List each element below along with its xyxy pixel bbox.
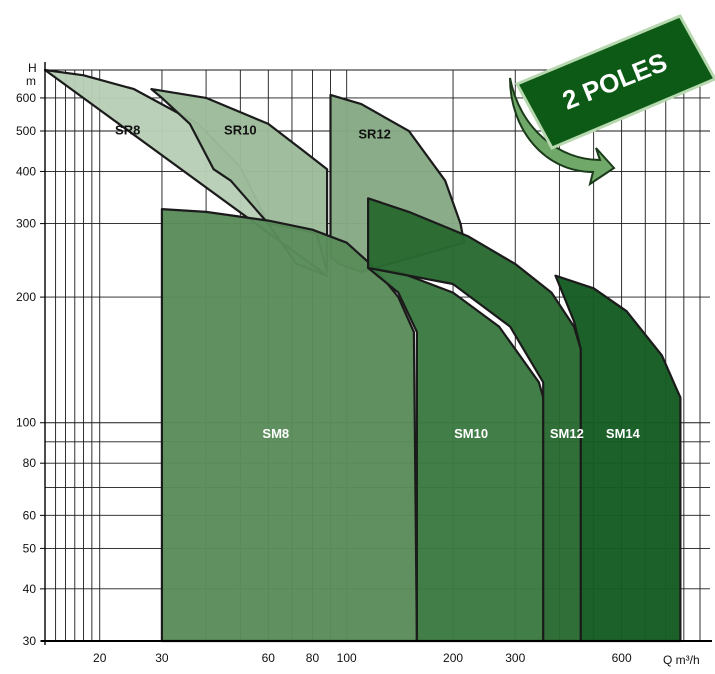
- y-axis-label-h: H: [28, 61, 37, 75]
- y-tick-label: 500: [16, 124, 36, 138]
- region-label-sr10: SR10: [224, 123, 257, 138]
- tick-labels: 30 40 50 60 80 100 200 300 400 500 600 20 30 60 80 100 2…: [16, 91, 632, 665]
- x-tick-label: 80: [306, 651, 320, 665]
- y-tick-label: 400: [16, 164, 36, 178]
- badge-ribbon: [514, 14, 715, 150]
- y-axis-label-m: m: [26, 74, 36, 88]
- y-tick-label: 200: [16, 290, 36, 304]
- region-label-sr12: SR12: [358, 126, 391, 141]
- region-label-sm12: SM12: [550, 426, 584, 441]
- x-tick-label: 600: [612, 651, 632, 665]
- x-tick-label: 60: [262, 651, 276, 665]
- y-tick-label: 80: [23, 456, 37, 470]
- y-tick-label: 60: [23, 508, 37, 522]
- y-tick-label: 600: [16, 91, 36, 105]
- y-tick-label: 30: [23, 634, 37, 648]
- region-labels: SR8 SR10 SR12 SM8 SM10 SM12 SM14: [115, 123, 641, 441]
- badge: 2 POLES: [509, 14, 715, 187]
- y-tick-label: 300: [16, 217, 36, 231]
- region-sm14: [554, 274, 682, 643]
- x-tick-label: 200: [443, 651, 463, 665]
- x-tick-label: 20: [93, 651, 107, 665]
- curve-regions: [43, 68, 682, 643]
- x-tick-label: 300: [505, 651, 525, 665]
- x-tick-label: 100: [337, 651, 357, 665]
- axes: [41, 62, 712, 645]
- region-label-sm14: SM14: [606, 426, 641, 441]
- x-axis-label: Q m³/h: [663, 653, 700, 667]
- region-label-sm10: SM10: [454, 426, 488, 441]
- y-tick-label: 50: [23, 541, 37, 555]
- region-label-sr8: SR8: [115, 123, 140, 138]
- y-tick-label: 40: [23, 582, 37, 596]
- x-tick-label: 30: [155, 651, 169, 665]
- y-tick-label: 100: [16, 416, 36, 430]
- curved-arrow-icon: [509, 77, 616, 187]
- region-label-sm8: SM8: [262, 426, 289, 441]
